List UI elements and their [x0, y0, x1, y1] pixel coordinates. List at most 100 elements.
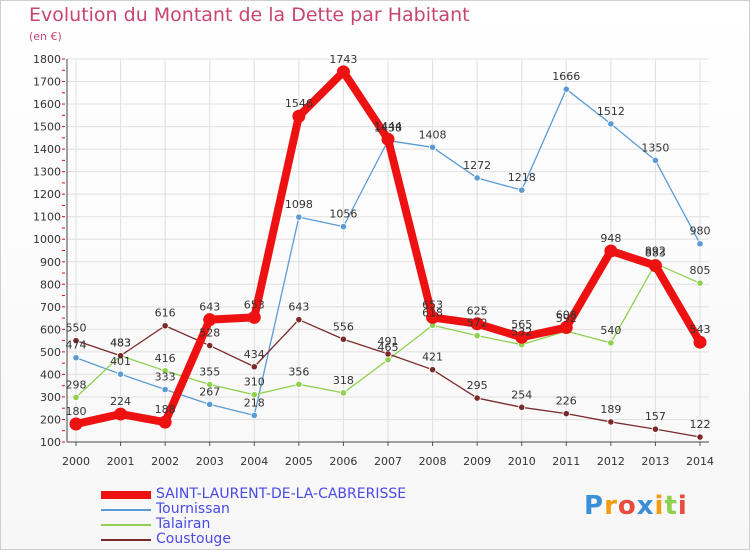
data-point [696, 433, 704, 441]
legend-label: Coustouge [156, 531, 231, 547]
data-label: 532 [511, 326, 532, 339]
data-label: 556 [333, 320, 354, 333]
data-label: 948 [600, 232, 621, 245]
data-label: 592 [556, 312, 577, 325]
data-point [473, 174, 481, 182]
legend-item: Coustouge [101, 531, 521, 547]
x-tick-label: 2010 [508, 455, 536, 468]
data-label: 980 [690, 225, 711, 238]
data-point [339, 335, 348, 343]
legend-swatch [101, 524, 151, 526]
x-tick-label: 2000 [62, 455, 90, 468]
data-point [607, 339, 615, 347]
data-point [651, 425, 660, 433]
chart-title: Evolution du Montant de la Dette par Hab… [29, 4, 470, 26]
x-tick-label: 2003 [196, 455, 224, 468]
data-label: 355 [199, 366, 220, 379]
data-point [336, 65, 350, 79]
y-tick-label: 200 [40, 413, 61, 426]
data-label: 157 [645, 410, 666, 423]
data-point [295, 213, 303, 221]
data-point [161, 322, 169, 330]
x-tick-label: 2008 [419, 455, 447, 468]
data-label: 1350 [641, 141, 669, 154]
y-tick-label: 100 [40, 436, 61, 449]
data-point [72, 393, 80, 401]
data-label: 540 [600, 324, 621, 337]
data-point [470, 317, 484, 331]
data-label: 1056 [329, 208, 357, 221]
x-tick-label: 2011 [552, 455, 580, 468]
data-point [161, 385, 169, 394]
data-label: 474 [66, 339, 87, 352]
data-label: 1218 [508, 171, 536, 184]
data-point [696, 240, 704, 248]
x-tick-label: 2009 [463, 455, 491, 468]
data-point [518, 403, 526, 411]
data-point [607, 120, 615, 128]
data-label: 356 [288, 365, 309, 378]
data-label: 421 [422, 351, 443, 364]
data-label: 565 [511, 318, 532, 331]
y-tick-label: 1300 [33, 166, 61, 179]
data-label: 643 [288, 301, 309, 314]
data-point [693, 335, 707, 349]
y-tick-label: 1200 [33, 188, 61, 201]
data-point [250, 411, 258, 420]
y-tick-label: 1500 [33, 121, 61, 134]
data-label: 1098 [285, 198, 313, 211]
data-label: 226 [556, 395, 577, 408]
proxiti-logo: Proxiti [584, 491, 688, 521]
data-label: 434 [244, 348, 265, 361]
y-tick-label: 600 [40, 323, 61, 336]
y-tick-label: 300 [40, 391, 61, 404]
data-label: 401 [110, 355, 131, 368]
data-label: 180 [66, 405, 87, 418]
data-label: 1512 [597, 105, 625, 118]
y-tick-label: 400 [40, 368, 61, 381]
data-point [206, 380, 214, 389]
y-tick-label: 1700 [33, 76, 61, 89]
legend-swatch [101, 491, 151, 499]
data-label: 1444 [374, 120, 402, 133]
data-point [250, 391, 258, 399]
data-label: 572 [467, 317, 488, 330]
x-tick-label: 2012 [597, 455, 625, 468]
data-point [114, 407, 128, 421]
legend-swatch [101, 539, 151, 541]
data-point [651, 156, 660, 164]
data-point [203, 313, 217, 327]
x-tick-label: 2005 [285, 455, 313, 468]
data-label: 1743 [329, 53, 357, 66]
data-label: 618 [422, 306, 443, 319]
y-tick-label: 900 [40, 256, 61, 269]
legend-label: SAINT-LAURENT-DE-LA-CABRERISSE [156, 486, 407, 502]
data-point [158, 415, 172, 429]
data-point [295, 316, 303, 324]
data-label: 1438 [374, 122, 402, 135]
legend-label: Tournissan [156, 501, 230, 517]
data-label: 310 [244, 376, 265, 389]
x-tick-label: 2004 [240, 455, 268, 468]
data-label: 528 [199, 327, 220, 340]
data-point [515, 330, 529, 344]
x-tick-label: 2007 [374, 455, 402, 468]
data-point [247, 310, 261, 324]
data-label: 643 [199, 301, 220, 314]
x-tick-label: 2002 [151, 455, 179, 468]
data-label: 1666 [552, 70, 580, 83]
data-label: 318 [333, 374, 354, 387]
data-point [384, 350, 392, 358]
data-point [250, 363, 258, 371]
data-point [518, 186, 526, 194]
x-tick-label: 2001 [107, 455, 135, 468]
data-point [473, 332, 481, 340]
data-label: 188 [155, 403, 176, 416]
data-point [559, 321, 573, 335]
legend-label: Talairan [156, 516, 211, 532]
data-point [206, 400, 214, 408]
legend-item: Talairan [101, 516, 521, 532]
data-label: 543 [690, 323, 711, 336]
legend-item: SAINT-LAURENT-DE-LA-CABRERISSE [101, 486, 521, 502]
data-label: 483 [110, 337, 131, 350]
